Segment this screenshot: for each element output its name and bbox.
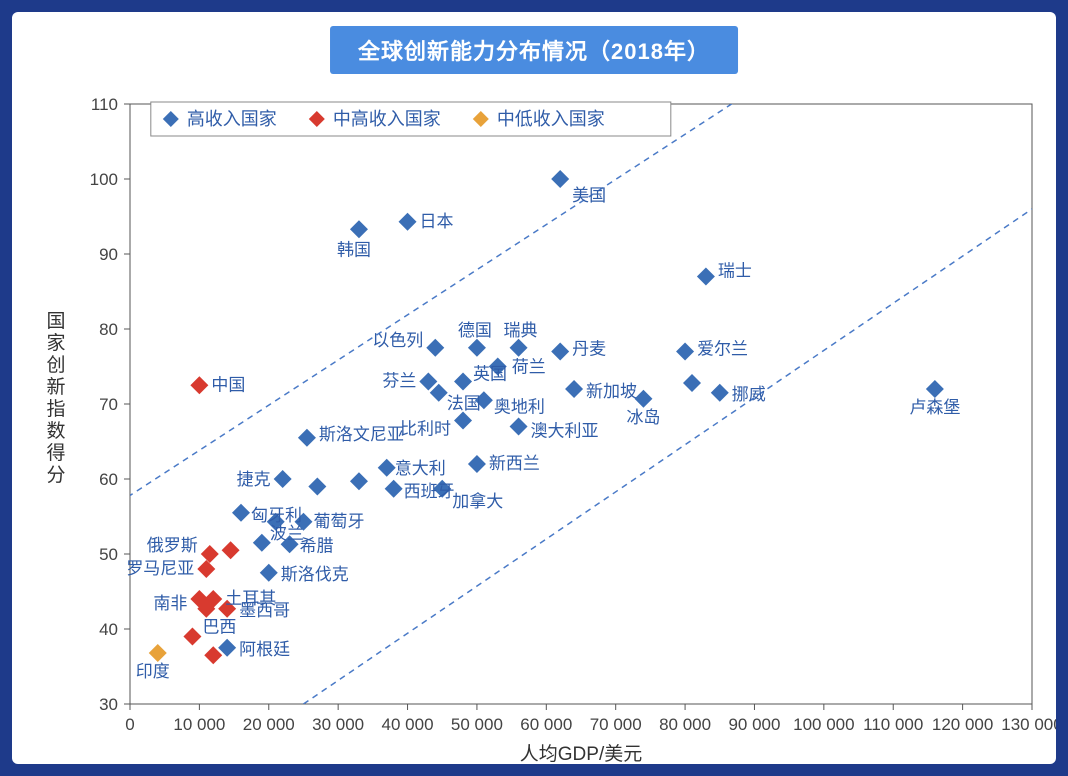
y-tick-label: 50 xyxy=(99,545,118,564)
chart-title: 全球创新能力分布情况（2018年） xyxy=(330,26,738,74)
data-point-label: 阿根廷 xyxy=(239,640,290,659)
x-tick-label: 20 000 xyxy=(243,715,295,734)
x-tick-label: 120 000 xyxy=(932,715,993,734)
x-axis-label: 人均GDP/美元 xyxy=(520,743,642,765)
x-tick-label: 100 000 xyxy=(793,715,854,734)
data-point-label: 巴西 xyxy=(202,618,236,637)
data-point-label: 斯洛伐克 xyxy=(281,565,349,584)
x-tick-label: 50 000 xyxy=(451,715,503,734)
data-point-label: 比利时 xyxy=(400,420,451,439)
y-tick-label: 90 xyxy=(99,245,118,264)
x-tick-label: 70 000 xyxy=(590,715,642,734)
y-tick-label: 80 xyxy=(99,320,118,339)
x-tick-label: 30 000 xyxy=(312,715,364,734)
x-tick-label: 10 000 xyxy=(173,715,225,734)
y-axis-label-char: 分 xyxy=(46,464,65,486)
y-axis-label-char: 新 xyxy=(46,376,65,398)
y-axis-label-char: 指 xyxy=(46,398,65,420)
x-tick-label: 40 000 xyxy=(382,715,434,734)
data-point-label: 日本 xyxy=(420,212,454,231)
y-tick-label: 30 xyxy=(99,695,118,714)
data-point-label: 英国 xyxy=(473,365,507,384)
data-point-label: 卢森堡 xyxy=(909,398,960,417)
data-point-label: 挪威 xyxy=(732,385,766,404)
y-tick-label: 60 xyxy=(99,470,118,489)
data-point-label: 荷兰 xyxy=(512,358,546,377)
data-point-label: 瑞士 xyxy=(718,262,752,281)
data-point-label: 加拿大 xyxy=(452,491,503,511)
data-point-label: 芬兰 xyxy=(382,372,416,391)
y-tick-label: 40 xyxy=(99,620,118,639)
data-point-label: 捷克 xyxy=(237,470,271,489)
data-point-label: 印度 xyxy=(136,662,170,681)
chart-card: 全球创新能力分布情况（2018年） 0 10 000 20 000 30 000 40 … xyxy=(12,12,1056,764)
x-tick-label: 60 000 xyxy=(520,715,572,734)
data-point-label: 意大利 xyxy=(395,459,446,478)
y-tick-label: 70 xyxy=(99,395,118,414)
data-point-label: 新加坡 xyxy=(586,382,637,401)
legend: 高收入国家 中高收入国家 中低收入国家 xyxy=(151,102,671,136)
scatter-chart: 0 10 000 20 000 30 000 40 000 50 000 60 000 70 … xyxy=(12,74,1056,774)
data-point-label: 德国 xyxy=(458,321,492,340)
data-point-label: 中国 xyxy=(211,375,245,394)
legend-item-label: 中低收入国家 xyxy=(497,109,605,129)
x-tick-label: 90 000 xyxy=(728,715,780,734)
data-point-label: 爱尔兰 xyxy=(697,340,748,359)
data-point-label: 丹麦 xyxy=(572,340,606,359)
data-point-label: 葡萄牙 xyxy=(313,512,364,531)
y-tick-label: 100 xyxy=(90,170,118,189)
y-axis-label-char: 家 xyxy=(46,332,65,354)
data-point-label: 澳大利亚 xyxy=(531,422,599,441)
data-point-label: 冰岛 xyxy=(626,408,660,427)
data-point-label: 希腊 xyxy=(300,536,334,555)
x-tick-label: 110 000 xyxy=(863,715,923,734)
data-point-label: 俄罗斯 xyxy=(147,536,198,555)
data-point-label: 斯洛文尼亚 xyxy=(319,425,404,444)
data-point-label: 瑞典 xyxy=(504,321,538,340)
x-tick-label: 80 000 xyxy=(659,715,711,734)
data-point-label: 南非 xyxy=(153,594,187,613)
data-point-label: 韩国 xyxy=(337,240,371,259)
data-point-label: 新西兰 xyxy=(489,454,540,473)
x-tick-label: 0 xyxy=(125,715,134,734)
data-point-label: 法国 xyxy=(447,394,481,413)
y-tick-label: 110 xyxy=(91,95,118,114)
data-point-label: 墨西哥 xyxy=(239,601,290,620)
legend-item-label: 高收入国家 xyxy=(187,109,277,129)
y-axis-label-char: 创 xyxy=(46,354,65,376)
data-point-label: 西班牙 xyxy=(404,482,455,501)
legend-item-label: 中高收入国家 xyxy=(333,109,441,129)
outer-frame: 全球创新能力分布情况（2018年） 0 10 000 20 000 30 000 40 … xyxy=(0,0,1068,776)
x-tick-label: 130 000 xyxy=(1001,715,1056,734)
data-point-label: 奥地利 xyxy=(494,397,545,416)
data-point-label: 以色列 xyxy=(372,331,423,350)
y-axis-label-char: 数 xyxy=(46,420,65,442)
y-axis-label-char: 国 xyxy=(46,311,65,332)
data-point-label: 匈牙利 xyxy=(251,506,302,525)
data-point-label: 罗马尼亚 xyxy=(126,559,194,578)
data-point-label: 美国 xyxy=(572,186,606,205)
y-axis-label-char: 得 xyxy=(46,442,65,464)
chart-area: 0 10 000 20 000 30 000 40 000 50 000 60 000 70 … xyxy=(12,74,1056,754)
